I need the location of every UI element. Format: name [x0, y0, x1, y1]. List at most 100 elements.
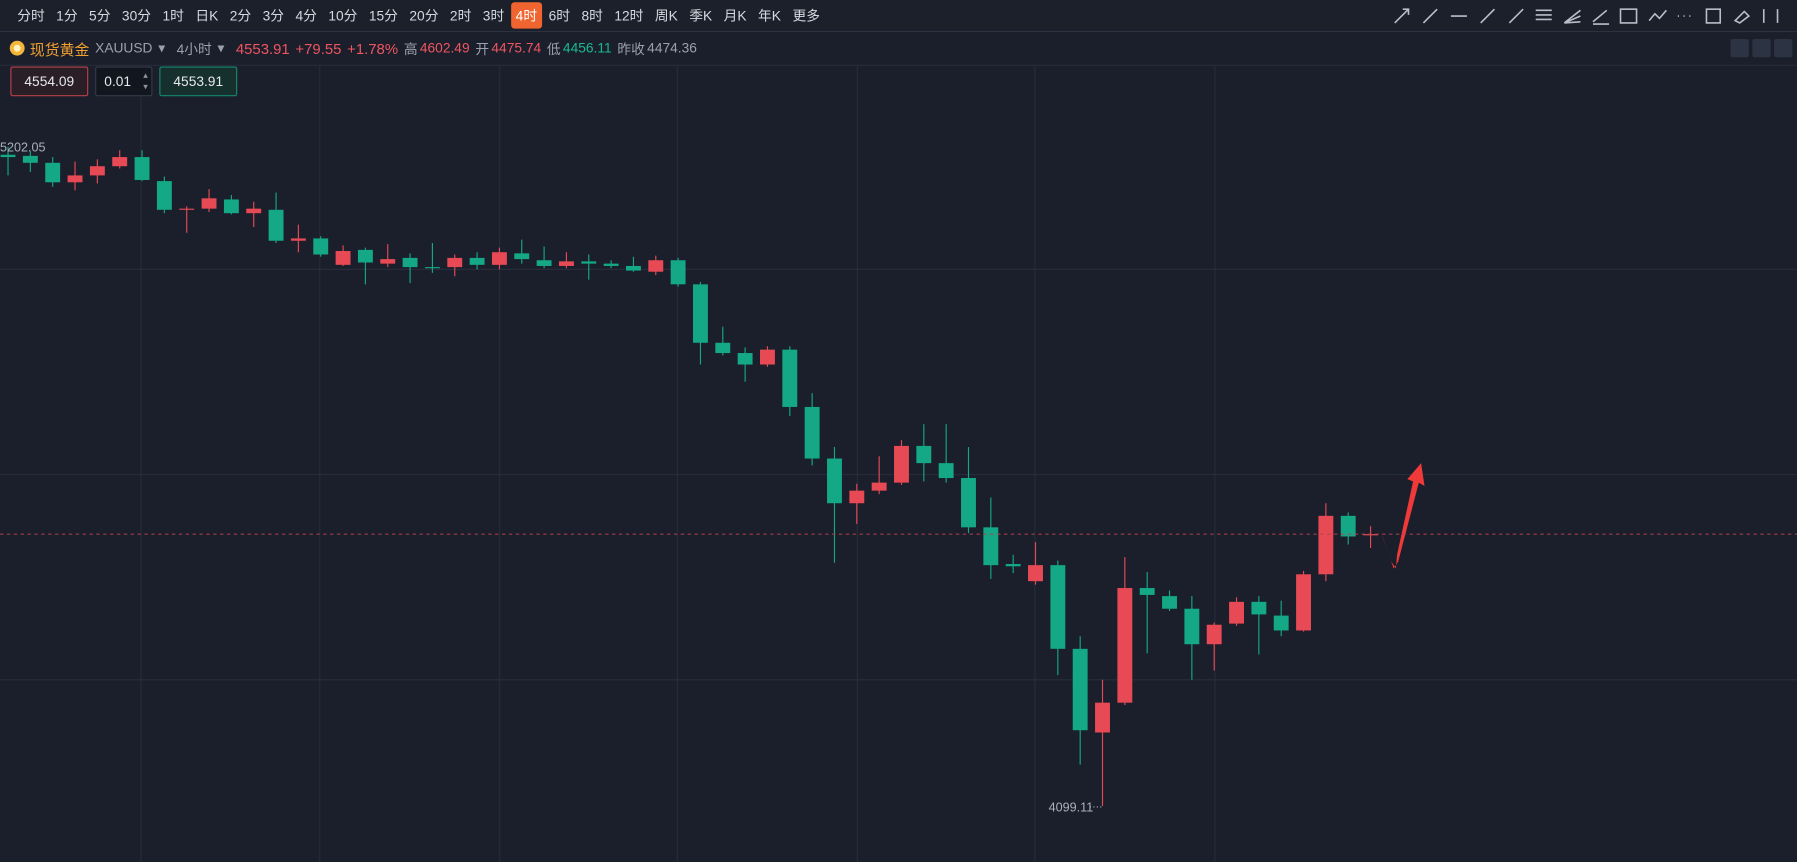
candle-body — [1318, 515, 1334, 575]
prev-close: 4474.36 — [647, 40, 697, 57]
period-tab[interactable]: 8时 — [581, 8, 603, 25]
high-label: 高 — [403, 40, 418, 57]
low: 4456.11 — [562, 40, 612, 57]
period-tab[interactable]: 30分 — [121, 8, 151, 25]
candle-body — [1296, 574, 1311, 631]
candle-body — [1139, 588, 1155, 595]
candle-body — [760, 349, 775, 365]
candle-body — [536, 260, 552, 266]
period-tab[interactable]: 10分 — [328, 8, 358, 25]
candle-body — [1050, 565, 1066, 649]
period-tab[interactable]: 5分 — [89, 8, 111, 25]
buy-button[interactable]: 4553.91 — [159, 66, 238, 97]
period-tab[interactable]: 15分 — [368, 8, 398, 25]
period-tab[interactable]: 季K — [689, 8, 713, 25]
period-tab[interactable]: 2分 — [229, 8, 252, 25]
candles — [0, 146, 1378, 806]
candle-body — [89, 166, 105, 176]
gold-icon — [9, 40, 25, 56]
candle-body — [1206, 624, 1222, 645]
candle-body — [1162, 596, 1177, 609]
instrument-name[interactable]: 现货黄金 — [29, 40, 90, 58]
low-label: 低 — [546, 40, 561, 57]
candle-body — [603, 263, 619, 266]
quote-bar: 现货黄金 XAUUSD ▾ 4小时 ▾ 4553.91 +79.55 +1.78… — [9, 38, 702, 59]
candle-body — [648, 260, 664, 272]
period-tab[interactable]: 3时 — [482, 8, 505, 25]
low-label: 4099.11 — [1049, 801, 1094, 815]
open: 4475.74 — [491, 40, 542, 57]
candle-body — [693, 284, 708, 343]
candle-body — [804, 406, 820, 459]
candle-body — [112, 157, 128, 167]
candle-body — [424, 267, 440, 269]
period-tab[interactable]: 2时 — [449, 8, 472, 25]
period-tab[interactable]: 1时 — [162, 8, 184, 25]
period-tab[interactable]: 1分 — [56, 8, 78, 25]
period-tab[interactable]: 20分 — [409, 8, 439, 25]
candle-body — [849, 490, 865, 504]
drawing-tools — [1394, 8, 1779, 25]
candle-body — [961, 478, 976, 528]
candle-body — [894, 445, 909, 483]
candle-body — [402, 257, 418, 268]
period-tab[interactable]: 周K — [654, 8, 678, 25]
sell-button[interactable]: 4554.09 — [10, 66, 89, 97]
period-tab[interactable]: 4分 — [295, 8, 317, 25]
candle-body — [938, 463, 954, 479]
high: 4602.49 — [419, 40, 470, 57]
candle-body — [290, 238, 306, 241]
candle-body — [134, 157, 150, 180]
chart-options[interactable] — [1730, 38, 1793, 58]
candle-body — [179, 208, 195, 210]
period-tab[interactable]: 更多 — [792, 8, 820, 25]
candle-body — [737, 353, 753, 365]
period-tab[interactable]: 年K — [758, 8, 781, 25]
candle-body — [22, 155, 38, 163]
open-label: 开 — [475, 40, 490, 57]
candle-body — [558, 261, 574, 266]
quantity-input[interactable]: 0.01 ▴ ▾ — [95, 66, 153, 97]
period-tab[interactable]: 月K — [723, 8, 747, 25]
period-tab[interactable]: 4时 — [511, 2, 542, 29]
period-tab[interactable]: 6时 — [548, 8, 570, 25]
drawing-arrow — [1379, 463, 1425, 569]
high-label: 5202.05 — [0, 140, 46, 154]
symbol-dropdown[interactable]: ▾ — [158, 40, 166, 57]
candle-body — [1117, 588, 1133, 703]
spinner[interactable]: ▴ ▾ — [143, 69, 148, 92]
candle-body — [447, 257, 463, 268]
interval-dropdown[interactable]: ▾ — [217, 40, 225, 57]
interval[interactable]: 4小时 — [176, 40, 212, 57]
candle-body — [1340, 515, 1356, 537]
candle-body — [916, 445, 932, 464]
candle-body — [45, 162, 61, 183]
candle-body — [983, 527, 999, 566]
period-tab[interactable]: 12时 — [614, 8, 644, 25]
candle-body — [827, 458, 842, 504]
period-tab[interactable]: 分时 — [17, 8, 45, 25]
candle-body — [514, 253, 530, 260]
candle-body — [313, 238, 329, 255]
candle-body — [268, 209, 284, 241]
candle-body — [491, 252, 507, 265]
candle-body — [156, 181, 172, 210]
candle-body — [1363, 534, 1378, 536]
period-tab[interactable]: 3分 — [262, 8, 285, 25]
change: +79.55 — [295, 39, 342, 57]
candle-body — [0, 154, 16, 158]
candle-body — [67, 175, 83, 183]
candle-body — [335, 251, 351, 265]
symbol[interactable]: XAUUSD — [95, 40, 153, 57]
candle-body — [670, 260, 686, 285]
candle-body — [469, 257, 485, 265]
candle-body — [1229, 601, 1244, 624]
last-price: 4553.91 — [235, 39, 290, 57]
candle-body — [1095, 702, 1110, 733]
candle-body — [1184, 608, 1200, 645]
grid — [0, 64, 1797, 862]
period-tab[interactable]: 日K — [195, 8, 219, 25]
